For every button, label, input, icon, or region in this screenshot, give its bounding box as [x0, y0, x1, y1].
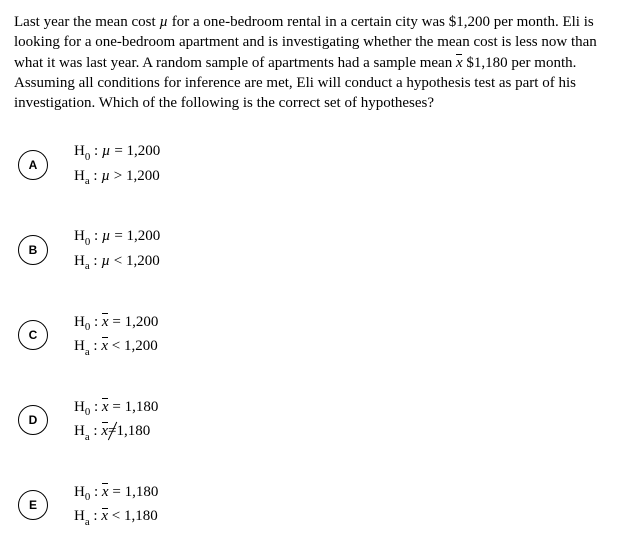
- H-sub: 0: [85, 491, 90, 503]
- colon: :: [90, 228, 102, 244]
- H-letter: H: [74, 168, 85, 184]
- choice-letter: C: [18, 320, 48, 350]
- choice-letter: D: [18, 405, 48, 435]
- value: 1,200: [126, 253, 160, 269]
- param-symbol: µ: [102, 143, 111, 159]
- null-hypothesis: H0 : µ = 1,200: [74, 141, 160, 164]
- H-letter: H: [74, 423, 85, 439]
- H-sub: 0: [85, 406, 90, 418]
- value: 1,200: [127, 228, 161, 244]
- choice-letter: A: [18, 150, 48, 180]
- H-sub: a: [85, 516, 90, 528]
- operator: <: [108, 508, 124, 524]
- hypotheses: H0 : µ = 1,200Ha : µ < 1,200: [74, 226, 160, 273]
- operator: =: [108, 421, 116, 441]
- hypotheses: H0 : x = 1,180Ha : x < 1,180: [74, 482, 158, 529]
- null-hypothesis: H0 : µ = 1,200: [74, 226, 160, 249]
- operator: =: [109, 399, 125, 415]
- hypotheses: H0 : x = 1,200Ha : x < 1,200: [74, 312, 158, 359]
- choice-d[interactable]: DH0 : x = 1,180Ha : x = 1,180: [18, 397, 628, 444]
- hypotheses: H0 : µ = 1,200Ha : µ > 1,200: [74, 141, 160, 188]
- choice-a[interactable]: AH0 : µ = 1,200Ha : µ > 1,200: [18, 141, 628, 188]
- param-symbol: x: [102, 312, 109, 332]
- param-symbol: µ: [101, 253, 110, 269]
- mu-symbol: µ: [159, 14, 168, 30]
- choice-e[interactable]: EH0 : x = 1,180Ha : x < 1,180: [18, 482, 628, 529]
- H-sub: 0: [85, 321, 90, 333]
- value: 1,200: [125, 314, 159, 330]
- param-symbol: x: [102, 397, 109, 417]
- alt-hypothesis: Ha : µ < 1,200: [74, 251, 160, 274]
- operator: <: [110, 253, 126, 269]
- alt-hypothesis: Ha : x < 1,180: [74, 506, 158, 529]
- hypotheses: H0 : x = 1,180Ha : x = 1,180: [74, 397, 158, 444]
- value: 1,200: [126, 168, 160, 184]
- value: 1,180: [124, 508, 158, 524]
- choice-letter: E: [18, 490, 48, 520]
- choices-list: AH0 : µ = 1,200Ha : µ > 1,200BH0 : µ = 1…: [14, 141, 628, 529]
- H-sub: a: [85, 175, 90, 187]
- H-letter: H: [74, 508, 85, 524]
- param-symbol: µ: [102, 228, 111, 244]
- operator: =: [111, 143, 127, 159]
- param-symbol: x: [101, 421, 108, 441]
- H-letter: H: [74, 484, 85, 500]
- null-hypothesis: H0 : x = 1,180: [74, 482, 158, 505]
- value: 1,180: [125, 484, 159, 500]
- q-pre1: Last year the mean cost: [14, 14, 159, 30]
- choice-letter: B: [18, 235, 48, 265]
- value: 1,180: [116, 423, 150, 439]
- H-sub: 0: [85, 236, 90, 248]
- colon: :: [90, 423, 102, 439]
- colon: :: [90, 168, 102, 184]
- null-hypothesis: H0 : x = 1,200: [74, 312, 158, 335]
- value: 1,200: [127, 143, 161, 159]
- xbar-symbol: x: [456, 53, 463, 73]
- colon: :: [90, 143, 102, 159]
- colon: :: [90, 508, 102, 524]
- colon: :: [90, 314, 102, 330]
- param-symbol: µ: [101, 168, 110, 184]
- H-letter: H: [74, 338, 85, 354]
- colon: :: [90, 484, 102, 500]
- H-letter: H: [74, 399, 85, 415]
- H-sub: a: [85, 431, 90, 443]
- choice-b[interactable]: BH0 : µ = 1,200Ha : µ < 1,200: [18, 226, 628, 273]
- H-sub: a: [85, 346, 90, 358]
- H-letter: H: [74, 143, 85, 159]
- colon: :: [90, 338, 102, 354]
- operator: =: [109, 314, 125, 330]
- operator: =: [109, 484, 125, 500]
- H-sub: a: [85, 260, 90, 272]
- H-letter: H: [74, 314, 85, 330]
- operator: >: [110, 168, 126, 184]
- value: 1,200: [124, 338, 158, 354]
- value: 1,180: [125, 399, 159, 415]
- H-sub: 0: [85, 151, 90, 163]
- colon: :: [90, 253, 102, 269]
- operator: =: [111, 228, 127, 244]
- param-symbol: x: [101, 336, 108, 356]
- alt-hypothesis: Ha : x = 1,180: [74, 421, 158, 444]
- operator: <: [108, 338, 124, 354]
- H-letter: H: [74, 228, 85, 244]
- choice-c[interactable]: CH0 : x = 1,200Ha : x < 1,200: [18, 312, 628, 359]
- alt-hypothesis: Ha : x < 1,200: [74, 336, 158, 359]
- null-hypothesis: H0 : x = 1,180: [74, 397, 158, 420]
- alt-hypothesis: Ha : µ > 1,200: [74, 166, 160, 189]
- param-symbol: x: [101, 506, 108, 526]
- colon: :: [90, 399, 102, 415]
- H-letter: H: [74, 253, 85, 269]
- param-symbol: x: [102, 482, 109, 502]
- question-text: Last year the mean cost µ for a one-bedr…: [14, 12, 628, 113]
